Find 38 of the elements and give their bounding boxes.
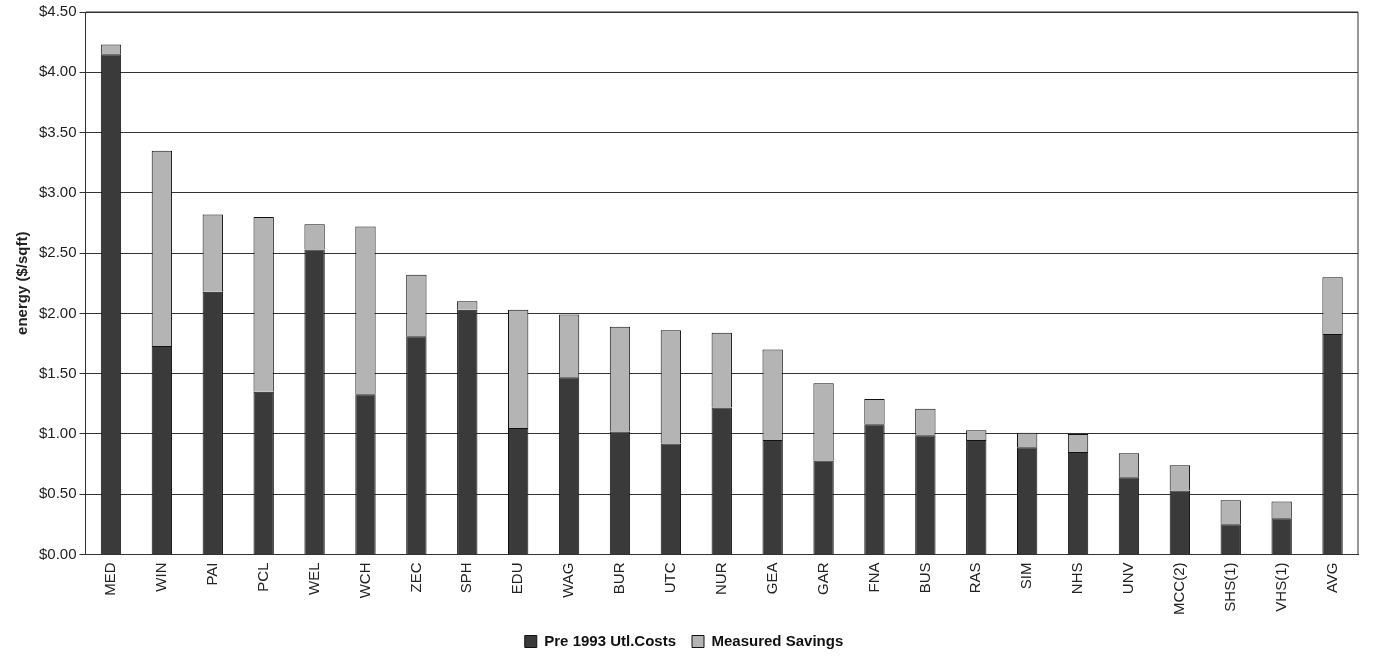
y-tick-label: $3.00 <box>38 182 77 200</box>
y-tick-label: $4.00 <box>38 62 77 80</box>
x-tick-label: RAS <box>966 562 984 594</box>
x-tick-label: PAI <box>202 562 220 586</box>
y-tick-label: $0.00 <box>38 544 77 562</box>
y-axis-title: energy ($/sqft) <box>13 231 31 335</box>
legend-label: Pre 1993 Utl.Costs <box>544 631 677 649</box>
x-tick-label: WEL <box>304 562 322 596</box>
x-tick-label: NHS <box>1068 562 1086 595</box>
x-tick-label: EDU <box>508 562 526 595</box>
y-tick-label: $2.50 <box>38 243 77 261</box>
x-tick-label: MCC(2) <box>1170 562 1187 616</box>
x-tick-label: VHS(1) <box>1271 562 1289 612</box>
y-tick-label: $1.00 <box>38 424 77 442</box>
y-tick-label: $1.50 <box>38 363 77 381</box>
x-tick-label: BUS <box>915 562 933 594</box>
y-tick-label: $4.50 <box>38 2 77 20</box>
x-tick-label: GEA <box>762 562 780 595</box>
x-tick-label: GAR <box>813 562 831 596</box>
x-tick-label: FNA <box>864 562 882 593</box>
x-tick-label: UTC <box>661 562 679 594</box>
legend-label: Measured Savings <box>711 631 844 649</box>
x-tick-label: SIM <box>1017 562 1035 590</box>
x-tick-label: PCL <box>253 562 271 592</box>
x-tick-label: AVG <box>1322 562 1340 594</box>
x-tick-label: SHS(1) <box>1220 562 1238 612</box>
x-tick-label: ZEC <box>406 562 424 593</box>
y-tick-label: $2.00 <box>38 303 77 321</box>
x-tick-label: WAG <box>559 562 577 598</box>
y-tick-label: $3.50 <box>38 122 77 140</box>
y-tick-label: $0.50 <box>38 484 77 502</box>
x-tick-label: WIN <box>152 562 170 592</box>
x-tick-label: NUR <box>711 562 729 596</box>
x-tick-label: SPH <box>457 562 475 594</box>
x-tick-label: MED <box>101 562 119 596</box>
x-tick-label: WCH <box>355 562 373 599</box>
x-tick-label: BUR <box>610 562 628 595</box>
x-tick-label: UNV <box>1119 562 1137 595</box>
